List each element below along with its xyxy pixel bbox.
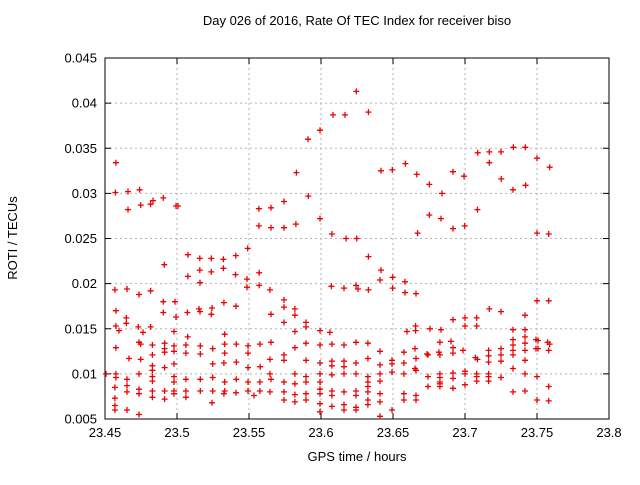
chart-title: Day 026 of 2016, Rate Of TEC Index for r… xyxy=(203,13,511,28)
x-axis-label: GPS time / hours xyxy=(308,449,407,464)
y-tick-label: 0.045 xyxy=(64,51,97,66)
x-tick-label: 23.45 xyxy=(89,425,122,440)
x-tick-label: 23.5 xyxy=(164,425,189,440)
x-tick-label: 23.65 xyxy=(377,425,410,440)
y-tick-label: 0.015 xyxy=(64,321,97,336)
y-tick-label: 0.005 xyxy=(64,412,97,427)
y-axis-label: ROTI / TECUs xyxy=(5,196,20,280)
y-tick-label: 0.02 xyxy=(72,276,97,291)
x-tick-labels: 23.45 23.5 23.55 23.6 23.65 23.7 23.75 23.8 xyxy=(89,425,622,440)
y-tick-labels: 0.005 0.01 0.015 0.02 0.025 0.03 0.035 0.04 0.04… xyxy=(64,51,97,427)
x-tick-label: 23.8 xyxy=(596,425,621,440)
y-tick-label: 0.025 xyxy=(64,231,97,246)
y-tick-label: 0.03 xyxy=(72,186,97,201)
plot-border xyxy=(104,57,610,420)
y-tick-label: 0.04 xyxy=(72,96,97,111)
data-points xyxy=(103,88,553,420)
x-tick-label: 23.55 xyxy=(233,425,266,440)
y-tick-label: 0.01 xyxy=(72,366,97,381)
x-tick-label: 23.6 xyxy=(308,425,333,440)
y-tick-label: 0.035 xyxy=(64,141,97,156)
x-tick-label: 23.75 xyxy=(521,425,554,440)
x-tick-label: 23.7 xyxy=(452,425,477,440)
